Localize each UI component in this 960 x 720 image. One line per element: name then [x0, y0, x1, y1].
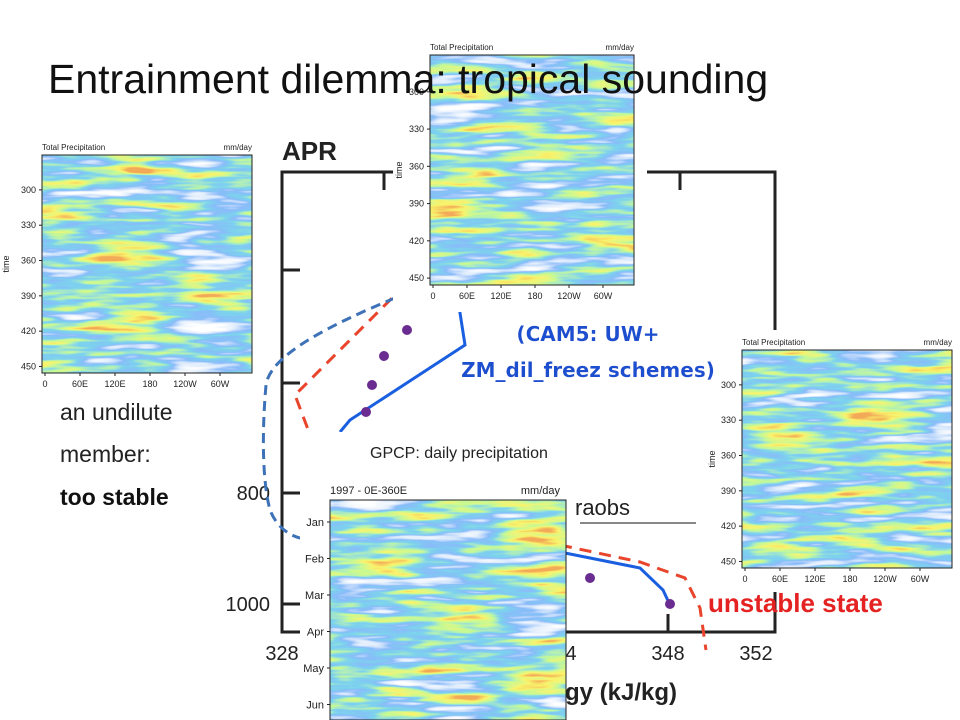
- panel-title: Total Precipitation: [430, 43, 493, 52]
- heatmap-frame: [41, 154, 253, 374]
- y-tick-label: 330: [21, 220, 36, 230]
- x-tick-label: 60E: [772, 574, 788, 584]
- y-axis-label: time: [707, 450, 717, 467]
- point: [402, 325, 412, 335]
- precip-panel: Total Precipitation mm/day time 300 330 360 39…: [0, 138, 262, 396]
- heatmap: [430, 55, 634, 285]
- x-tick-label: 0: [742, 574, 747, 584]
- panel-units: mm/day: [924, 338, 952, 347]
- y-tick-label: 1000: [226, 594, 271, 616]
- annotation: an undilute: [60, 399, 173, 425]
- heatmap-frame: [429, 54, 635, 286]
- plot-title: APR: [282, 136, 337, 166]
- legend-label: raobs: [575, 495, 630, 520]
- red-dashed-profile: [293, 268, 422, 441]
- y-tick-label: 390: [409, 199, 424, 209]
- y-tick-label: 330: [409, 124, 424, 134]
- x-tick-label: 120E: [804, 574, 825, 584]
- y-axis-label: time: [394, 161, 404, 178]
- panel-title: Total Precipitation: [742, 338, 805, 347]
- x-tick-label: 180: [842, 574, 857, 584]
- y-tick-label: 300: [409, 87, 424, 97]
- x-tick-label: 120W: [173, 379, 197, 389]
- x-tick-label: 328: [265, 643, 298, 665]
- point: [665, 599, 675, 609]
- annotation: (CAM5: UW+: [516, 322, 659, 346]
- x-tick-label: 180: [527, 291, 542, 301]
- y-tick-label: Jun: [306, 700, 324, 712]
- y-tick-label: 800: [237, 483, 270, 505]
- x-axis-label: gy (kJ/kg): [565, 679, 677, 706]
- precip-panel: Total Precipitation mm/day time 300 330 360 39…: [393, 43, 647, 312]
- blue-profile: [338, 299, 467, 433]
- y-tick-label: 450: [409, 273, 424, 283]
- x-tick-label: 120E: [104, 379, 125, 389]
- x-tick-label: 120W: [557, 291, 581, 301]
- y-tick-label: 390: [21, 291, 36, 301]
- gpcp-panel: GPCP: daily precipitation 1997 - 0E-360E m…: [300, 432, 567, 720]
- x-tick-label: 0: [430, 291, 435, 301]
- y-tick-label: 420: [409, 236, 424, 246]
- y-tick-label: Mar: [305, 590, 324, 602]
- precip-panel: Total Precipitation mm/day time 300 330 360 39…: [706, 330, 960, 592]
- panels: Total Precipitation mm/day time 300 330 360 39…: [0, 43, 960, 720]
- y-tick-label: 330: [721, 415, 736, 425]
- heatmap-frame: [741, 349, 953, 569]
- panel-units: mm/day: [521, 485, 561, 497]
- y-tick-label: May: [303, 663, 324, 675]
- y-tick-label: Jan: [306, 517, 324, 529]
- x-tick-label: 60W: [594, 291, 613, 301]
- panel-subtitle: 1997 - 0E-360E: [330, 485, 407, 497]
- y-tick-label: Feb: [305, 554, 324, 566]
- heatmap: [42, 155, 252, 373]
- x-tick-label: 60W: [211, 379, 230, 389]
- annotation: member:: [60, 441, 151, 467]
- x-tick-label: 120E: [490, 291, 511, 301]
- annotation: too stable: [60, 484, 169, 510]
- y-tick-label: 360: [21, 256, 36, 266]
- annotations: an undilute member: too stable unstable …: [60, 322, 883, 618]
- x-tick-label: 180: [142, 379, 157, 389]
- panel-units: mm/day: [224, 143, 252, 152]
- y-tick-label: 360: [721, 451, 736, 461]
- point: [379, 351, 389, 361]
- panel-title: Total Precipitation: [42, 143, 105, 152]
- red-dashed-profile: [559, 543, 708, 651]
- point: [361, 407, 371, 417]
- panel-title: GPCP: daily precipitation: [370, 445, 548, 462]
- blue-profile: [564, 551, 672, 606]
- point: [367, 380, 377, 390]
- y-tick-label: 360: [409, 161, 424, 171]
- x-tick-label: 60E: [459, 291, 475, 301]
- raobs-points: [361, 325, 675, 609]
- y-tick-label: Apr: [307, 627, 324, 639]
- y-tick-label: 390: [721, 486, 736, 496]
- y-tick-label: 300: [721, 380, 736, 390]
- x-tick-label: 0: [42, 379, 47, 389]
- x-tick-label: 352: [739, 643, 772, 665]
- connector: [261, 296, 396, 542]
- x-tick-label: 120W: [873, 574, 897, 584]
- y-axis-label: time: [1, 255, 11, 272]
- x-tick-label: 60W: [911, 574, 930, 584]
- point: [585, 573, 595, 583]
- y-tick-label: 420: [21, 326, 36, 336]
- y-tick-label: 450: [21, 361, 36, 371]
- y-tick-label: 300: [21, 185, 36, 195]
- slide-title: Entrainment dilemma: tropical sounding: [48, 56, 768, 102]
- y-tick-label: 420: [721, 521, 736, 531]
- annotation: unstable state: [708, 588, 883, 618]
- x-tick-label: 348: [651, 643, 684, 665]
- heatmap: [742, 350, 952, 568]
- heatmap-frame: [329, 499, 567, 720]
- y-tick-label: 450: [721, 556, 736, 566]
- x-tick-label: 60E: [72, 379, 88, 389]
- heatmap: [330, 500, 566, 720]
- annotation: ZM_dil_freez schemes): [461, 358, 715, 382]
- panel-units: mm/day: [606, 43, 634, 52]
